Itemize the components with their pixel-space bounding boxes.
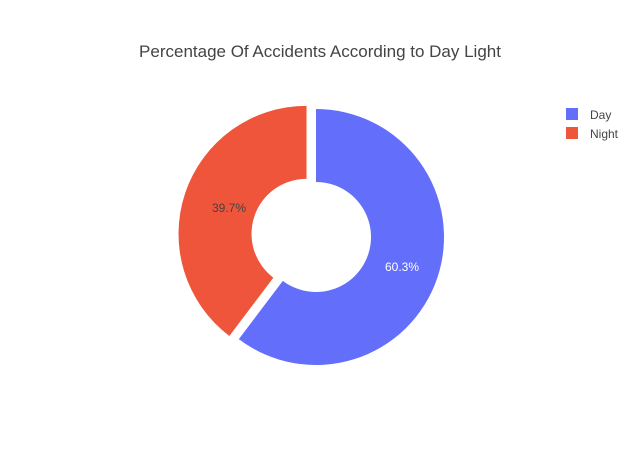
slices-group xyxy=(178,105,445,365)
donut-slice-day[interactable] xyxy=(238,109,445,365)
legend-swatch-night xyxy=(566,127,578,139)
chart-title: Percentage Of Accidents According to Day… xyxy=(139,42,501,61)
legend-swatch-day xyxy=(566,108,578,120)
slice-label-night: 39.7% xyxy=(212,201,246,215)
legend-label-night: Night xyxy=(590,127,619,141)
donut-slice-night[interactable] xyxy=(178,105,307,336)
legend-label-day: Day xyxy=(590,108,611,122)
legend-item-day[interactable]: Day xyxy=(566,108,611,122)
slice-label-day: 60.3% xyxy=(385,260,419,274)
legend-item-night[interactable]: Night xyxy=(566,127,619,141)
legend[interactable]: Day Night xyxy=(566,108,619,141)
